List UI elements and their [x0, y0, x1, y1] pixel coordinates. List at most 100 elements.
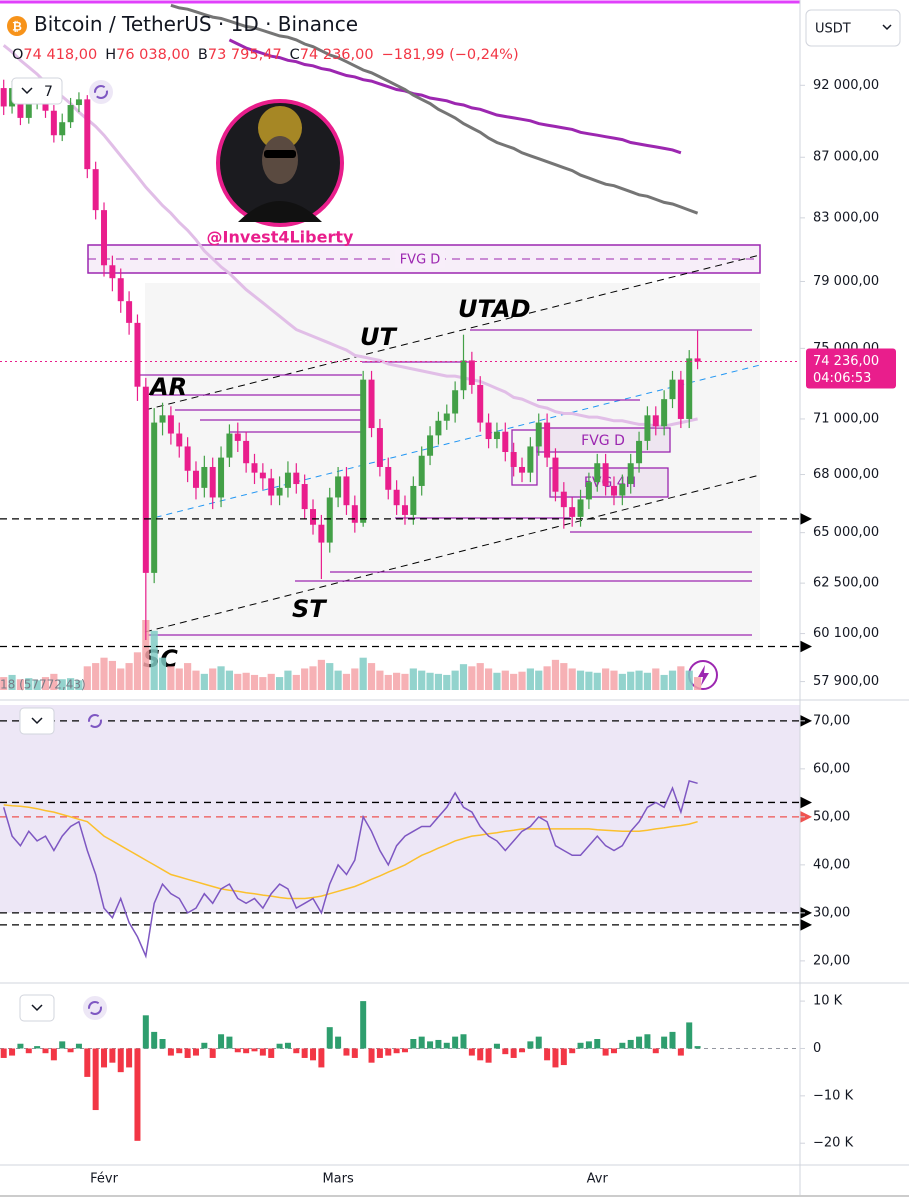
candle-body: [176, 433, 183, 447]
delta-bar: [502, 1048, 509, 1055]
candle-body: [427, 435, 434, 456]
y-tick-label: 10 K: [813, 994, 843, 1009]
rsi-toggle[interactable]: [19, 707, 55, 735]
volume-bar: [16, 679, 25, 690]
volume-bar: [108, 660, 116, 690]
candle-body: [218, 457, 225, 498]
volume-bar: [493, 672, 501, 690]
candle-body: [686, 358, 693, 419]
delta-bar: [209, 1048, 216, 1058]
delta-bar: [510, 1048, 517, 1058]
delta-bar: [594, 1039, 601, 1049]
candle-body: [268, 478, 275, 496]
volume-bar: [401, 673, 409, 690]
volume-bar: [610, 670, 618, 690]
interval-button[interactable]: 7: [11, 77, 63, 105]
volume-bar: [259, 677, 267, 690]
alert-icon[interactable]: [688, 660, 718, 690]
candle-body: [25, 102, 32, 118]
coin-icon: [7, 16, 27, 36]
volume-bar: [510, 673, 518, 690]
candle-body: [134, 322, 141, 387]
delta-bar: [192, 1048, 199, 1056]
delta-bar: [527, 1041, 534, 1049]
candle-body: [50, 110, 57, 136]
volume-bar: [242, 672, 250, 690]
moving-average: [170, 3, 699, 215]
delta-bar: [435, 1039, 442, 1049]
volume-bar: [602, 668, 610, 690]
volume-bar: [660, 674, 668, 690]
delta-bar: [686, 1022, 693, 1049]
volume-bar: [167, 666, 175, 690]
candle-body: [335, 476, 342, 498]
candle-body: [184, 446, 191, 471]
fvg-label: FVG D: [581, 433, 625, 449]
delta-bar: [9, 1048, 16, 1056]
delta-bar: [226, 1036, 233, 1049]
delta-bar: [59, 1041, 66, 1049]
delta-bar: [560, 1048, 567, 1066]
delta-bar: [42, 1048, 49, 1054]
delta-bar: [636, 1036, 643, 1049]
candle-body: [569, 507, 576, 517]
candle-body: [259, 472, 266, 479]
candle-body: [452, 390, 459, 414]
toggle-box[interactable]: [19, 707, 55, 735]
interval-count: 7: [44, 84, 53, 100]
candle-body: [535, 422, 542, 447]
delta-bar: [134, 1048, 141, 1141]
volume-bar: [593, 672, 601, 690]
volume-bar: [267, 673, 275, 690]
delta-bar: [251, 1048, 258, 1052]
delta-bar: [276, 1043, 283, 1049]
delta-bar: [326, 1027, 333, 1049]
delta-bar: [92, 1048, 99, 1111]
refresh-bg[interactable]: [89, 80, 113, 104]
y-tick-label: −10 K: [813, 1088, 854, 1103]
toggle-box[interactable]: [19, 994, 55, 1022]
avatar-head: [262, 136, 298, 184]
refresh-glyph: [88, 714, 102, 728]
refresh-button[interactable]: [89, 80, 113, 104]
volume-bar: [50, 673, 58, 690]
refresh-glyph: [88, 1001, 102, 1015]
refresh-button[interactable]: [83, 709, 107, 733]
candle-body: [552, 457, 559, 492]
volume-bar: [309, 666, 317, 690]
interval-box[interactable]: [11, 77, 63, 105]
candle-body: [368, 379, 375, 429]
delta-toggle[interactable]: [19, 994, 55, 1022]
currency-button[interactable]: USDT: [805, 9, 901, 47]
delta-bar: [677, 1048, 684, 1056]
refresh-bg[interactable]: [83, 996, 107, 1020]
refresh-bg[interactable]: [83, 709, 107, 733]
currency-box[interactable]: [805, 9, 901, 47]
y-tick-label: 40,00: [813, 857, 850, 872]
candle-body: [343, 476, 350, 506]
rsi-band: [0, 705, 800, 913]
candle-body: [502, 431, 509, 453]
refresh-button[interactable]: [83, 996, 107, 1020]
volume-bar: [451, 670, 459, 690]
refresh-glyph: [94, 85, 108, 99]
level-marker: [800, 714, 812, 727]
candle-body: [669, 379, 676, 400]
ohlc-key: H: [105, 47, 117, 63]
candle-body: [443, 413, 450, 421]
candle-body: [410, 485, 417, 515]
candle-body: [560, 491, 567, 508]
delta-bar: [310, 1048, 317, 1061]
candle-body: [310, 509, 317, 525]
delta-bar: [519, 1048, 526, 1053]
candle-body: [477, 384, 484, 423]
candle-body: [84, 99, 91, 170]
y-tick-label: 83 000,00: [813, 210, 879, 225]
candle-body: [192, 470, 199, 488]
delta-bar: [343, 1048, 350, 1056]
volume-bar: [225, 670, 234, 690]
volume-bar: [384, 674, 392, 690]
volume-bar: [342, 673, 351, 690]
candle-body: [694, 358, 701, 362]
delta-bar: [552, 1048, 559, 1068]
